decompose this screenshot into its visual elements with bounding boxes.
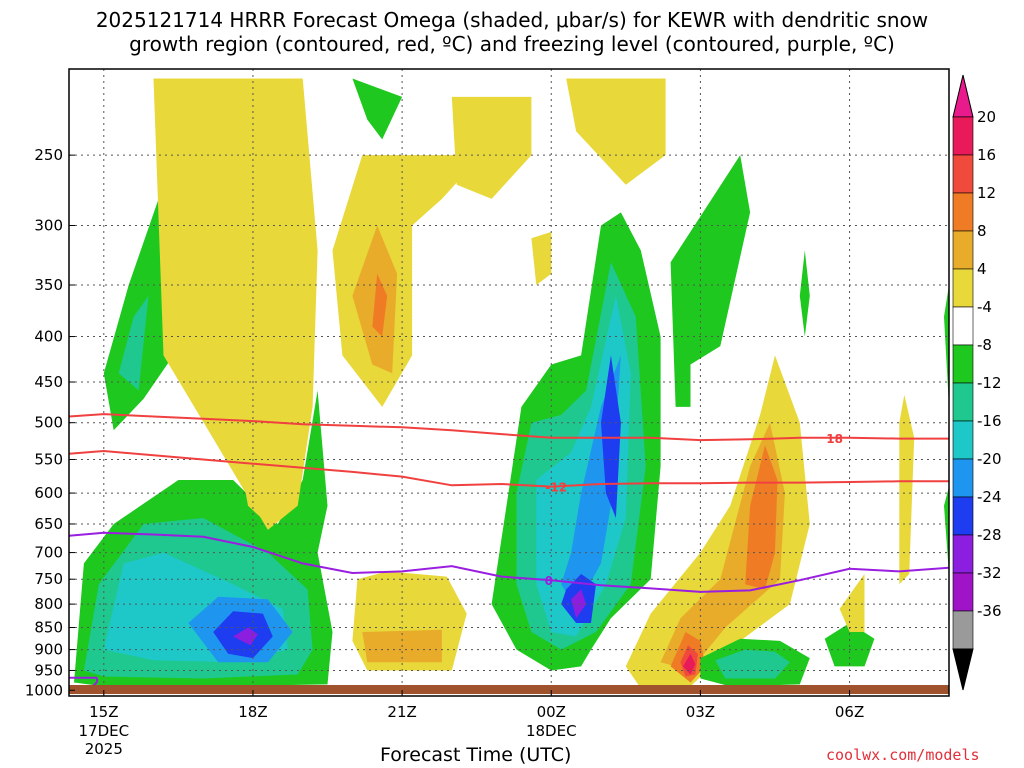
omega-region-k — [153, 78, 318, 530]
colorbar-band-3 — [952, 230, 974, 270]
y-tick-label-300: 300 — [34, 217, 63, 235]
colorbar-label-6: -8 — [977, 336, 992, 354]
x-tick-year-15Z: 2025 — [85, 740, 123, 758]
x-tick-date-15Z: 17DEC — [79, 722, 130, 740]
colorbar-band-0 — [952, 116, 974, 156]
omega-region-r — [451, 96, 532, 199]
colorbar-band-9 — [952, 458, 974, 498]
y-tick-label-700: 700 — [34, 544, 63, 562]
colorbar-top-triangle — [952, 74, 974, 118]
y-tick-label-650: 650 — [34, 515, 63, 533]
omega-region-ap — [944, 285, 949, 407]
contour-label-2: 0 — [545, 574, 553, 588]
y-tick-label-1000: 1000 — [25, 681, 63, 699]
x-tick-label-18Z: 18Z — [238, 703, 267, 721]
y-tick-label-500: 500 — [34, 414, 63, 432]
site-credit[interactable]: coolwx.com/models — [826, 746, 980, 764]
contour-label-1: -12 — [545, 480, 567, 494]
colorbar-label-11: -28 — [977, 526, 1002, 544]
y-tick-label-850: 850 — [34, 619, 63, 637]
omega-region-s — [566, 78, 666, 185]
y-tick-label-400: 400 — [34, 328, 63, 346]
colorbar-band-4 — [952, 268, 974, 308]
colorbar-label-4: 4 — [977, 260, 987, 278]
y-tick-label-600: 600 — [34, 484, 63, 502]
omega-region-ab — [670, 155, 751, 407]
colorbar-band-6 — [952, 344, 974, 384]
omega-region-o — [352, 78, 403, 140]
colorbar-label-12: -32 — [977, 564, 1002, 582]
y-tick-label-250: 250 — [34, 146, 63, 164]
omega-region-aq — [944, 486, 949, 574]
colorbar-label-9: -20 — [977, 450, 1002, 468]
colorbar-band-2 — [952, 192, 974, 232]
omega-region-aj — [715, 649, 790, 679]
omega-region-ad — [660, 422, 785, 671]
omega-region-am — [839, 574, 865, 632]
omega-region-z — [571, 589, 587, 619]
omega-shading — [74, 78, 949, 689]
colorbar-label-8: -16 — [977, 412, 1002, 430]
omega-region-t — [531, 231, 552, 285]
contour-label-0: 18 — [826, 432, 843, 446]
chart-title-line1: 2025121714 HRRR Forecast Omega (shaded, … — [95, 8, 929, 32]
omega-region-ah — [683, 653, 696, 675]
omega-region-aa — [601, 355, 621, 518]
omega-region-n — [372, 273, 388, 337]
contour-line-0 — [69, 413, 949, 442]
omega-region-m — [352, 225, 398, 374]
chart-title-line2: growth region (contoured, red, ºC) and f… — [129, 32, 895, 56]
x-tick-label-06Z: 06Z — [835, 703, 864, 721]
contour-line-2 — [69, 531, 949, 593]
contour-line-1 — [69, 449, 949, 488]
colorbar-label-3: 8 — [977, 222, 987, 240]
y-tick-label-900: 900 — [34, 641, 63, 659]
y-axis: 250 300 350 400 450 500 550 600 650 700 750 800 850 9… — [25, 146, 75, 699]
contour-lines: 18 -12 0 — [69, 413, 949, 694]
x-tick-date-00Z: 18DEC — [526, 722, 577, 740]
x-tick-label-15Z: 15Z — [89, 703, 118, 721]
omega-region-ao — [799, 250, 810, 337]
y-tick-label-800: 800 — [34, 595, 63, 613]
colorbar-band-12 — [952, 572, 974, 612]
y-tick-label-450: 450 — [34, 373, 63, 391]
colorbar-label-13: -36 — [977, 602, 1002, 620]
omega-region-b — [118, 295, 149, 391]
omega-region-h — [233, 627, 258, 646]
colorbar-band-8 — [952, 420, 974, 460]
ground-surface — [69, 685, 949, 694]
colorbar: 20 16 12 8 4 -4 -8 -12 -16 -20 -24 -28 -32 -36 — [952, 74, 1002, 691]
colorbar-band-13 — [952, 610, 974, 650]
x-tick-label-03Z: 03Z — [686, 703, 715, 721]
y-tick-label-550: 550 — [34, 450, 63, 468]
y-tick-label-350: 350 — [34, 276, 63, 294]
colorbar-band-1 — [952, 154, 974, 194]
colorbar-band-7 — [952, 382, 974, 422]
colorbar-band-11 — [952, 534, 974, 574]
colorbar-band-5 — [952, 306, 974, 346]
colorbar-label-2: 12 — [977, 184, 996, 202]
y-tick-label-950: 950 — [34, 661, 63, 679]
y-tick-label-750: 750 — [34, 570, 63, 588]
colorbar-label-7: -12 — [977, 374, 1002, 392]
colorbar-label-10: -24 — [977, 488, 1002, 506]
colorbar-label-5: -4 — [977, 298, 992, 316]
x-axis-label: Forecast Time (UTC) — [380, 744, 572, 766]
colorbar-bottom-triangle — [952, 648, 974, 691]
omega-region-l — [332, 155, 482, 407]
omega-region-an — [899, 394, 915, 585]
colorbar-band-10 — [952, 496, 974, 536]
x-tick-label-21Z: 21Z — [387, 703, 416, 721]
colorbar-label-0: 20 — [977, 108, 996, 126]
colorbar-label-1: 16 — [977, 146, 996, 164]
omega-region-ae — [745, 445, 778, 590]
x-tick-label-00Z: 00Z — [537, 703, 566, 721]
grid-lines — [69, 69, 949, 696]
